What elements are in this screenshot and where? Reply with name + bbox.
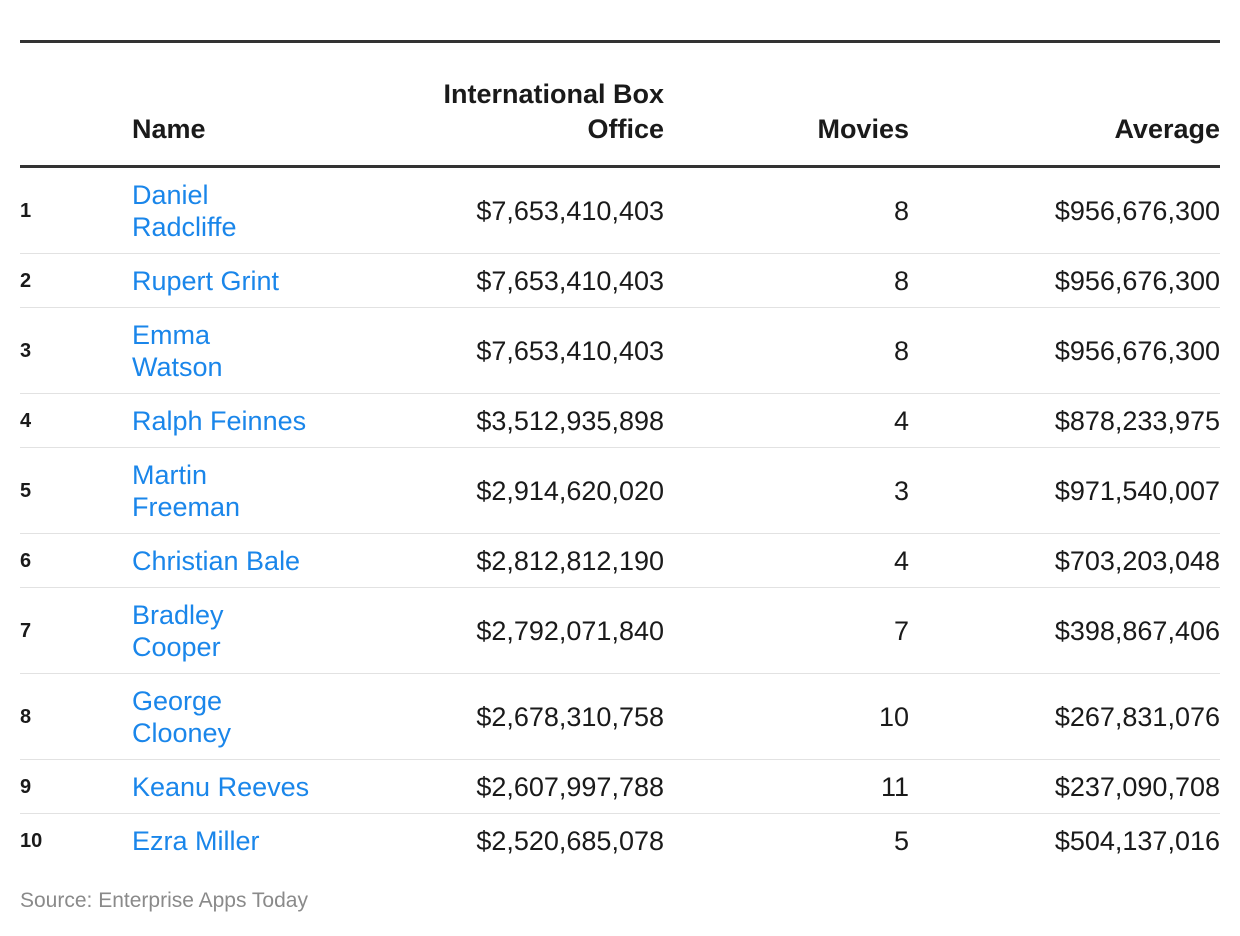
actor-name-line: Rupert Grint (132, 265, 280, 296)
header-box-office-line: Office (587, 114, 664, 144)
table-row: 10 Ezra Miller $2,520,685,078 5 $504,137,016 (20, 814, 1220, 868)
rank-cell: 8 (20, 705, 32, 728)
actor-name-line: Christian Bale (132, 545, 301, 576)
header-international-box-office: International Box Office (364, 42, 664, 167)
name-cell: Emma Watson (132, 308, 364, 394)
actor-name-link[interactable]: Keanu Reeves (132, 772, 309, 802)
actor-name-line: Martin (132, 459, 208, 490)
average-cell: $956,676,300 (1054, 265, 1220, 296)
average-cell: $504,137,016 (1054, 825, 1220, 856)
table-row: 8 George Clooney $2,678,310,758 10 $267,831,0… (20, 674, 1220, 760)
actor-name-link[interactable]: Ezra Miller (132, 826, 260, 856)
movies-cell: 4 (893, 545, 909, 576)
name-cell: Christian Bale (132, 534, 364, 588)
actor-name-line: Clooney (132, 717, 232, 748)
box-office-cell: $2,607,997,788 (476, 771, 664, 802)
actor-name-line: Bradley (132, 599, 224, 630)
actor-name-line: Radcliffe (132, 211, 237, 242)
box-office-cell: $2,914,620,020 (476, 475, 664, 506)
table-row: 4 Ralph Feinnes $3,512,935,898 4 $878,233,97… (20, 394, 1220, 448)
actor-name-line: Cooper (132, 631, 221, 662)
actor-name-line: Keanu Reeves (132, 771, 310, 802)
table-row: 2 Rupert Grint $7,653,410,403 8 $956,676,300 (20, 254, 1220, 308)
movies-cell: 7 (893, 615, 909, 646)
header-box-office-line: International Box (443, 79, 664, 109)
header-movies: Movies (817, 114, 909, 144)
actor-name-line: George (132, 685, 223, 716)
box-office-cell: $2,678,310,758 (476, 701, 664, 732)
movies-cell: 8 (893, 195, 909, 226)
actor-name-line: Emma (132, 319, 211, 350)
box-office-table: Name International Box Office Movies Aver… (20, 40, 1220, 867)
header-row: Name International Box Office Movies Aver… (20, 41, 1220, 167)
table-row: 7 Bradley Cooper $2,792,071,840 7 $398,867,40… (20, 588, 1220, 674)
box-office-cell: $2,520,685,078 (476, 825, 664, 856)
table-container: Name International Box Office Movies Aver… (20, 40, 1220, 867)
average-cell: $703,203,048 (1054, 545, 1220, 576)
rank-cell: 9 (20, 775, 32, 798)
average-cell: $267,831,076 (1054, 701, 1220, 732)
average-cell: $237,090,708 (1054, 771, 1220, 802)
average-cell: $878,233,975 (1054, 405, 1220, 436)
name-cell: Ralph Feinnes (132, 394, 364, 448)
average-cell: $956,676,300 (1054, 195, 1220, 226)
movies-cell: 4 (893, 405, 909, 436)
table-row: 5 Martin Freeman $2,914,620,020 3 $971,540,00… (20, 448, 1220, 534)
rank-cell: 5 (20, 479, 32, 502)
source-note: Source: Enterprise Apps Today (20, 889, 308, 912)
rank-cell: 2 (20, 269, 32, 292)
actor-name-line: Ralph Feinnes (132, 405, 307, 436)
name-cell: Daniel Radcliffe (132, 167, 364, 254)
name-cell: George Clooney (132, 674, 364, 760)
actor-name-link[interactable]: Bradley Cooper (132, 600, 224, 662)
actor-name-link[interactable]: Rupert Grint (132, 266, 279, 296)
actor-name-link[interactable]: Daniel Radcliffe (132, 180, 237, 242)
movies-cell: 5 (893, 825, 909, 856)
box-office-cell: $7,653,410,403 (476, 265, 664, 296)
table-row: 9 Keanu Reeves $2,607,997,788 11 $237,090,70… (20, 760, 1220, 814)
rank-cell: 3 (20, 339, 32, 362)
box-office-cell: $2,812,812,190 (476, 545, 664, 576)
name-cell: Rupert Grint (132, 254, 364, 308)
name-cell: Martin Freeman (132, 448, 364, 534)
movies-cell: 8 (893, 335, 909, 366)
actor-name-link[interactable]: Martin Freeman (132, 460, 240, 522)
rank-cell: 4 (20, 409, 32, 432)
box-office-cell: $7,653,410,403 (476, 195, 664, 226)
actor-name-link[interactable]: George Clooney (132, 686, 231, 748)
movies-cell: 11 (880, 771, 909, 802)
rank-cell: 10 (20, 829, 43, 852)
actor-name-line: Daniel (132, 179, 209, 210)
actor-name-line: Ezra Miller (132, 825, 260, 856)
table-header: Name International Box Office Movies Aver… (20, 41, 1220, 167)
header-name: Name (132, 114, 206, 144)
table-body: 1 Daniel Radcliffe $7,653,410,403 8 $956,676,… (20, 167, 1220, 868)
table-row: 6 Christian Bale $2,812,812,190 4 $703,203,0… (20, 534, 1220, 588)
average-cell: $956,676,300 (1054, 335, 1220, 366)
movies-cell: 3 (893, 475, 909, 506)
rank-cell: 1 (20, 199, 32, 222)
actor-name-link[interactable]: Ralph Feinnes (132, 406, 306, 436)
movies-cell: 10 (878, 701, 909, 732)
name-cell: Keanu Reeves (132, 760, 364, 814)
box-office-cell: $7,653,410,403 (476, 335, 664, 366)
box-office-cell: $2,792,071,840 (476, 615, 664, 646)
box-office-cell: $3,512,935,898 (476, 405, 664, 436)
average-cell: $398,867,406 (1054, 615, 1220, 646)
average-cell: $971,540,007 (1054, 475, 1220, 506)
table-row: 1 Daniel Radcliffe $7,653,410,403 8 $956,676,… (20, 167, 1220, 254)
name-cell: Ezra Miller (132, 814, 364, 868)
name-cell: Bradley Cooper (132, 588, 364, 674)
movies-cell: 8 (893, 265, 909, 296)
actor-name-line: Watson (132, 351, 223, 382)
actor-name-link[interactable]: Christian Bale (132, 546, 300, 576)
rank-cell: 6 (20, 549, 32, 572)
header-rank (20, 42, 132, 167)
actor-name-line: Freeman (132, 491, 241, 522)
table-row: 3 Emma Watson $7,653,410,403 8 $956,676,300 (20, 308, 1220, 394)
header-average: Average (1114, 114, 1220, 144)
actor-name-link[interactable]: Emma Watson (132, 320, 223, 382)
rank-cell: 7 (20, 619, 32, 642)
